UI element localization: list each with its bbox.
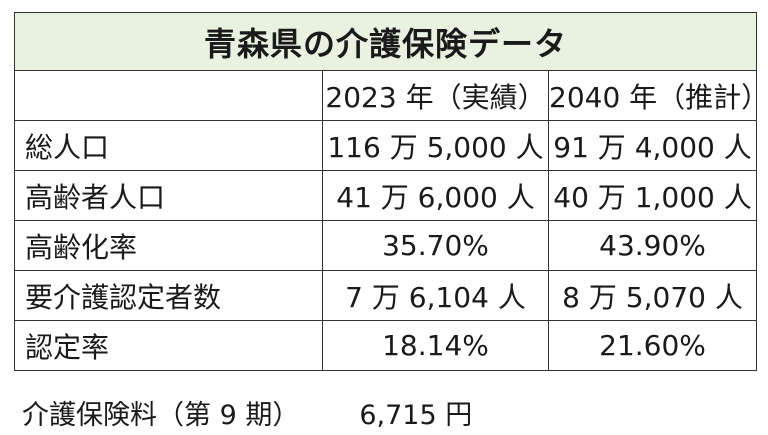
table-row: 高齢化率 35.70% 43.90% — [14, 220, 758, 271]
cell-2040: 8 万 5,070 人 — [547, 270, 758, 321]
cell-2040: 40 万 1,000 人 — [547, 170, 758, 221]
table-row: 要介護認定者数 7 万 6,104 人 8 万 5,070 人 — [14, 270, 758, 321]
data-table-container: 青森県の介護保険データ 2023 年（実績） 2040 年（推計） 総人口 11… — [13, 12, 768, 371]
table-title: 青森県の介護保険データ — [13, 12, 758, 71]
title-row: 青森県の介護保険データ — [13, 12, 758, 71]
row-label: 高齢化率 — [14, 220, 323, 271]
row-label: 高齢者人口 — [14, 170, 323, 221]
table-row: 高齢者人口 41 万 6,000 人 40 万 1,000 人 — [14, 170, 758, 221]
row-label: 総人口 — [14, 120, 323, 171]
care-insurance-table: 青森県の介護保険データ 2023 年（実績） 2040 年（推計） 総人口 11… — [13, 12, 768, 371]
table-row: 認定率 18.14% 21.60% — [14, 320, 758, 371]
header-blank — [14, 70, 323, 121]
row-label: 認定率 — [14, 320, 323, 371]
header-row: 2023 年（実績） 2040 年（推計） — [14, 70, 768, 121]
cell-2023: 18.14% — [322, 320, 549, 371]
table-row: 総人口 116 万 5,000 人 91 万 4,000 人 — [14, 120, 758, 171]
cell-2040: 91 万 4,000 人 — [547, 120, 758, 171]
header-2040: 2040 年（推計） — [547, 70, 768, 121]
cell-2023: 41 万 6,000 人 — [322, 170, 549, 221]
cell-2023: 116 万 5,000 人 — [322, 120, 549, 171]
cell-2023: 7 万 6,104 人 — [322, 270, 549, 321]
header-2023: 2023 年（実績） — [322, 70, 549, 121]
cell-2023: 35.70% — [322, 220, 549, 271]
premium-amount: 6,715 円 — [359, 400, 473, 431]
row-label: 要介護認定者数 — [14, 270, 323, 321]
cell-2040: 21.60% — [547, 320, 758, 371]
premium-footnote: 介護保険料（第 9 期） 6,715 円 — [22, 393, 472, 432]
premium-label: 介護保険料（第 9 期） — [22, 400, 300, 431]
cell-2040: 43.90% — [547, 220, 758, 271]
